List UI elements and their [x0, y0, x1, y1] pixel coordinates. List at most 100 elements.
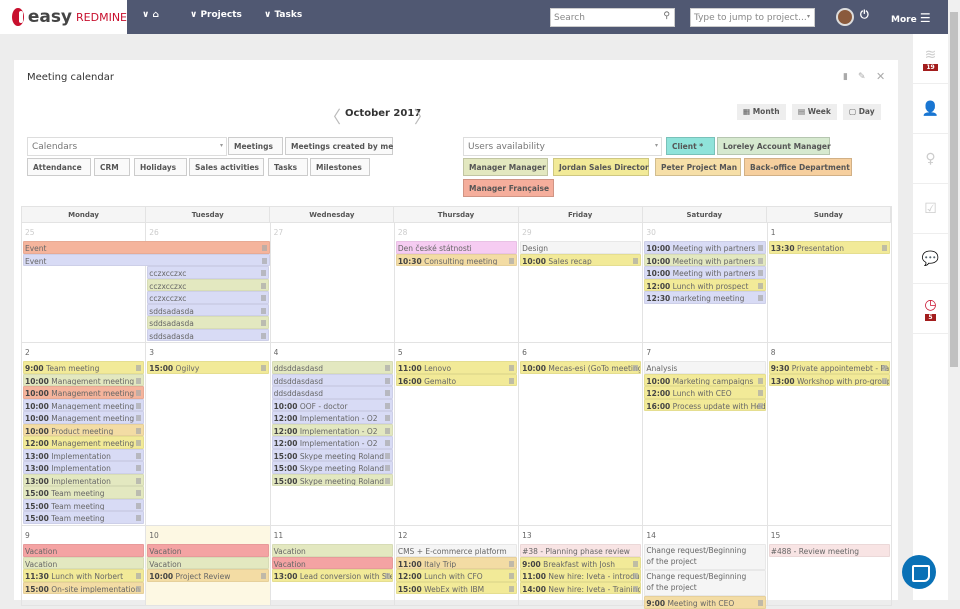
trash-icon[interactable] [633, 573, 639, 579]
calendar-event[interactable]: 15:00 Team meeting [23, 511, 145, 524]
calendar-event[interactable]: 9:00 Meeting with CEO [644, 596, 766, 609]
calendar-event[interactable]: 12:00 Lunch with prospect [644, 278, 766, 291]
trash-icon[interactable] [384, 465, 390, 471]
trash-icon[interactable] [384, 365, 390, 371]
trash-icon[interactable] [633, 560, 639, 567]
trash-icon[interactable] [136, 390, 142, 396]
view-week-button[interactable]: ▤ Week [792, 104, 837, 120]
scrollbar-thumb[interactable] [950, 12, 958, 367]
trash-icon[interactable] [260, 307, 266, 314]
calendar-event[interactable]: 15:00 On-site implementation [23, 581, 145, 594]
day-cell[interactable]: 3 15:00 Ogilvy [146, 343, 271, 525]
calendar-tag[interactable]: Sales activities [189, 158, 264, 176]
trash-icon[interactable] [881, 377, 887, 384]
trash-icon[interactable] [136, 415, 142, 421]
trash-icon[interactable] [384, 573, 390, 579]
prev-month-button[interactable]: 〈 [324, 108, 341, 128]
day-cell[interactable]: 2 9:00 Team meeting 10:00 Management meeti… [22, 343, 147, 525]
trash-icon[interactable] [384, 377, 390, 384]
calendar-event[interactable]: 10:00 Management meeting [23, 386, 145, 399]
day-cell[interactable]: 10 Vacation Vacation 10:00 Project Review [146, 526, 271, 605]
trash-icon[interactable] [509, 257, 515, 264]
trash-icon[interactable]: ▮ [843, 72, 848, 82]
calendar-event[interactable]: Vacation [147, 556, 269, 569]
more-menu[interactable]: More ☰ [891, 11, 931, 25]
trash-icon[interactable] [881, 365, 887, 371]
calendar-event[interactable]: cczxcczxc [147, 278, 269, 291]
calendar-event[interactable]: 10:00 OOF - doctor [271, 398, 393, 411]
calendar-event[interactable]: 10:00 Product meeting [23, 423, 145, 436]
calendar-event[interactable]: 10:30 Consulting meeting [395, 253, 518, 266]
trash-icon[interactable] [136, 490, 142, 496]
view-day-button[interactable]: ▢ Day [843, 104, 881, 120]
day-cell[interactable]: 9 Vacation Vacation 11:30 Lunch with Norber… [22, 526, 147, 605]
trash-icon[interactable] [757, 402, 763, 409]
trash-icon[interactable] [136, 365, 142, 371]
trash-icon[interactable] [384, 477, 390, 484]
day-cell[interactable]: 1 13:30 Presentation [768, 223, 892, 342]
calendar-event[interactable]: ddsddasdasd [271, 373, 393, 386]
calendar-event[interactable]: 12:00 Lunch with CFO [395, 569, 518, 582]
calendar-tag[interactable]: Milestones [310, 158, 370, 176]
calendar-event[interactable]: 15:00 Team meeting [23, 498, 145, 511]
trash-icon[interactable] [757, 245, 763, 251]
calendar-tag[interactable]: Holidays [134, 158, 187, 176]
day-cell[interactable]: 14 Change request/Beginning of the projec… [643, 526, 768, 609]
calendar-event[interactable]: Vacation [23, 556, 145, 569]
trash-icon[interactable] [260, 332, 266, 339]
calendar-event[interactable]: 9:00 Team meeting [23, 361, 145, 374]
calendar-event[interactable]: 13:30 Presentation [768, 241, 890, 254]
calendar-event[interactable]: Analysis [644, 361, 766, 374]
calendar-event[interactable]: 10:00 Project Review [147, 569, 269, 582]
calendar-event[interactable]: 12:00 Lunch with CEO [644, 386, 766, 399]
trash-icon[interactable] [136, 402, 142, 409]
calendar-event[interactable]: 13:00 Implementation [23, 448, 145, 461]
calendar-tag[interactable]: Tasks [268, 158, 308, 176]
calendar-event[interactable]: 11:00 Italy Trip [395, 556, 518, 569]
calendar-event[interactable]: 11:00 New hire: Iveta - introduction [520, 569, 642, 582]
users-availability-select[interactable]: Users availability [463, 137, 662, 156]
day-cell[interactable]: 4 ddsddasdasd ddsddasdasd ddsddasdasd 10:00 … [271, 343, 395, 525]
calendar-event[interactable]: #38 - Planning phase review [520, 544, 642, 557]
calendar-event[interactable]: 12:30 marketing meeting [644, 291, 766, 304]
calendar-event[interactable]: 12:00 Implementation - O2 [271, 411, 393, 424]
trash-icon[interactable] [261, 257, 267, 264]
close-icon[interactable]: ✕ [876, 70, 886, 83]
trash-icon[interactable] [757, 377, 763, 384]
trash-icon[interactable] [260, 573, 266, 579]
trash-icon[interactable] [136, 440, 142, 446]
trash-icon[interactable] [509, 560, 515, 567]
trash-icon[interactable] [136, 477, 142, 484]
calendar-event[interactable]: 10:00 Management meeting [23, 373, 145, 386]
calendar-event[interactable]: 13:00 Workshop with pro-group [768, 373, 890, 386]
trash-icon[interactable] [260, 282, 266, 289]
calendar-event[interactable]: 13:00 Implementation [23, 473, 145, 486]
calendar-tag[interactable]: Attendance [27, 158, 91, 176]
trash-icon[interactable] [260, 270, 266, 276]
day-cell[interactable]: 27 [271, 223, 395, 342]
trash-icon[interactable] [384, 427, 390, 434]
calendar-event[interactable]: 10:00 Management meeting [23, 398, 145, 411]
calendar-event[interactable]: #488 - Review meeting [768, 544, 890, 557]
calendar-event[interactable]: Change request/Beginning of the project [644, 544, 766, 570]
calendar-event[interactable]: Vacation [147, 544, 269, 557]
calendar-event[interactable]: CMS + E-commerce platform [395, 544, 518, 557]
calendar-event[interactable]: 10:00 Sales recap [520, 253, 642, 266]
calendar-tag[interactable]: CRM [94, 158, 130, 176]
trash-icon[interactable] [757, 270, 763, 276]
calendar-event[interactable]: sddsadasda [147, 328, 269, 341]
calendar-event[interactable]: Vacation [271, 556, 393, 569]
day-cell[interactable]: 25 Event Event [22, 223, 270, 342]
trash-icon[interactable] [384, 452, 390, 459]
home-menu[interactable]: ∨ ⌂ [142, 10, 159, 20]
trash-icon[interactable] [261, 245, 267, 251]
user-tag[interactable]: Manager Française [463, 179, 554, 197]
calendars-select[interactable]: Calendars [27, 137, 227, 156]
calendar-event[interactable]: ddsddasdasd [271, 361, 393, 374]
trash-icon[interactable] [260, 365, 266, 371]
calendar-event[interactable]: 16:00 Gemalto [395, 373, 518, 386]
trash-icon[interactable] [881, 245, 887, 251]
user-tag[interactable]: Peter Project Man [655, 158, 741, 176]
calendar-event[interactable]: 13:00 Implementation [23, 461, 145, 474]
trash-icon[interactable] [136, 515, 142, 521]
